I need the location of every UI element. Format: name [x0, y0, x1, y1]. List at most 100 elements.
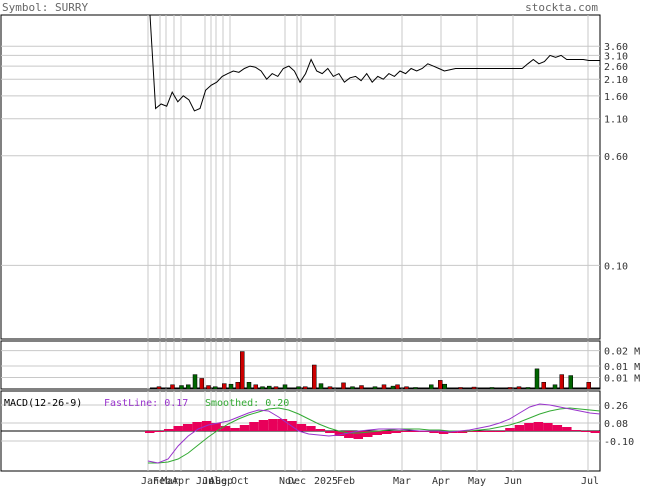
macd-histogram-bar — [258, 420, 269, 431]
volume-bar — [228, 383, 234, 390]
macd-tick-label: 0.08 — [604, 419, 628, 430]
volume-layer — [150, 351, 600, 390]
x-tick-label: Sep — [215, 476, 233, 486]
macd-histogram-bar — [334, 431, 345, 436]
x-tick-label: Mar — [161, 476, 179, 486]
volume-tick-label: 0.01 M — [604, 362, 640, 373]
site-label: stockta.com — [525, 1, 598, 14]
macd-histogram-bar — [306, 426, 316, 431]
volume-bar — [273, 386, 279, 390]
volume-tick-label: 0.01 M — [604, 373, 640, 384]
macd-histogram-bar — [296, 424, 307, 431]
macd-tick-label: 0.26 — [604, 401, 628, 412]
volume-bar — [568, 375, 573, 390]
volume-tick-label: 0.02 M — [604, 347, 640, 358]
macd-histogram-bar — [230, 428, 240, 431]
fastline-label: FastLine: 0.17 — [104, 398, 188, 409]
macd-histogram-bar — [429, 431, 439, 433]
volume-bar — [471, 386, 477, 390]
macd-tick-label: -0.10 — [604, 437, 634, 448]
price-tick-label: 3.10 — [604, 51, 628, 62]
macd-title: MACD(12-26-9) — [4, 398, 82, 409]
volume-bar — [350, 386, 355, 390]
x-tick-label: 2025 — [314, 476, 338, 486]
volume-bar — [199, 378, 204, 390]
volume-bar — [516, 386, 522, 390]
macd-histogram-bar — [410, 431, 420, 432]
x-tick-label: Jul — [202, 476, 220, 486]
macd-histogram-bar — [467, 431, 477, 432]
macd-histogram-bar — [438, 431, 449, 434]
macd-histogram-bar — [363, 431, 373, 437]
fast-line — [147, 403, 601, 464]
volume-bar — [541, 382, 546, 390]
volume-bar — [192, 374, 198, 390]
symbol-label: Symbol: SURRY — [2, 1, 88, 14]
volume-bar — [341, 382, 346, 390]
volume-bar — [381, 384, 387, 390]
volume-bar — [429, 384, 434, 390]
volume-bar — [260, 386, 265, 390]
price-layer — [149, 14, 600, 112]
axis-layer: 3.603.102.60 2.10 1.60 1.10 0.60 0.10 0.02 M 0.… — [141, 42, 640, 486]
macd-histogram-bar — [211, 423, 221, 431]
price-tick-label: 2.10 — [604, 75, 628, 86]
x-tick-label: Dec — [288, 476, 306, 486]
x-tick-label: Feb — [337, 476, 355, 486]
macd-histogram-bar — [590, 431, 600, 433]
volume-bar — [222, 383, 227, 390]
price-line — [149, 14, 600, 112]
volume-bar — [156, 386, 162, 390]
macd-histogram-bar — [543, 423, 553, 431]
volume-bar — [586, 382, 591, 390]
macd-histogram-bar — [562, 427, 572, 431]
macd-histogram-bar — [182, 424, 193, 431]
volume-bar — [186, 384, 191, 390]
macd-histogram-bar — [239, 425, 250, 431]
volume-bar — [240, 351, 245, 390]
x-tick-label: Nov — [279, 476, 297, 486]
volume-bar — [253, 384, 258, 390]
x-tick-label: Jun — [504, 476, 522, 486]
grid-layer — [1, 15, 600, 471]
x-tick-label: May — [468, 476, 486, 486]
macd-histogram-bar — [400, 431, 411, 432]
volume-bar — [303, 386, 308, 390]
macd-histogram-bar — [372, 431, 382, 435]
x-tick-label: Jan — [141, 476, 159, 486]
price-tick-label: 3.60 — [604, 42, 628, 53]
volume-bar — [213, 386, 218, 390]
x-tick-label: Feb — [153, 476, 171, 486]
macd-histogram-bar — [533, 422, 544, 431]
price-tick-label: 1.60 — [604, 92, 628, 103]
volume-bar — [404, 386, 409, 390]
x-tick-label: Jun — [196, 476, 214, 486]
volume-bar — [296, 386, 301, 390]
x-tick-label: Apr — [172, 476, 190, 486]
x-tick-label: Mar — [393, 476, 411, 486]
macd-histogram-bar — [571, 430, 582, 431]
macd-histogram-bar — [514, 425, 525, 431]
macd-histogram-bar — [268, 419, 278, 431]
price-tick-label: 1.10 — [604, 115, 628, 126]
macd-histogram-bar — [325, 431, 335, 433]
volume-bar — [458, 387, 463, 390]
macd-layer — [1, 403, 601, 464]
volume-bar — [489, 387, 495, 390]
macd-histogram-bar — [173, 426, 183, 431]
macd-histogram-bar — [344, 431, 354, 438]
volume-bar — [318, 383, 324, 390]
macd-histogram-bar — [315, 429, 326, 431]
x-tick-label: Aug — [209, 476, 227, 486]
macd-histogram-bar — [457, 431, 468, 433]
volume-bar — [534, 368, 540, 390]
macd-histogram-bar — [277, 419, 288, 431]
macd-histogram-bar — [391, 431, 401, 433]
volume-bar — [438, 380, 443, 390]
macd-histogram-bar — [249, 422, 259, 431]
macd-histogram-bar — [581, 431, 591, 432]
volume-bar — [525, 387, 531, 390]
macd-histogram-bar — [552, 425, 563, 431]
volume-bar — [395, 384, 400, 390]
